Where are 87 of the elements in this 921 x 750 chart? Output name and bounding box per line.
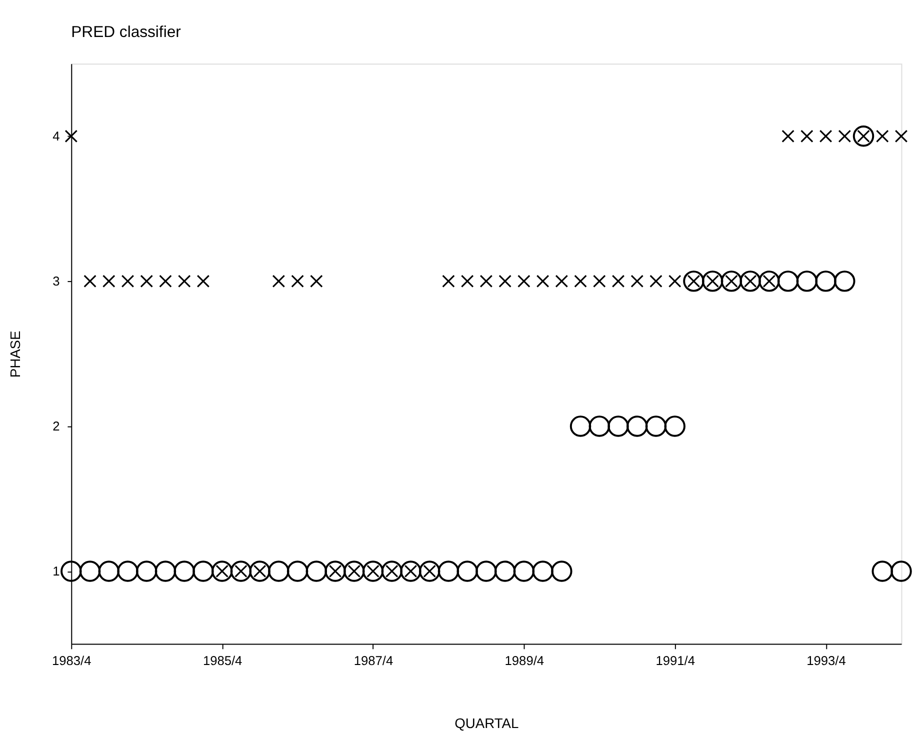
point — [740, 270, 761, 292]
chart-title: PRED classifier — [71, 24, 181, 41]
y-tick-label: 4 — [52, 128, 60, 144]
point — [268, 560, 290, 582]
y-tick-label: 1 — [52, 564, 60, 579]
point — [476, 560, 497, 582]
x-tick-label: 1991/4 — [656, 652, 695, 668]
point — [608, 416, 629, 437]
x-tick-label: 1987/4 — [354, 652, 394, 668]
point — [612, 274, 625, 288]
point — [102, 274, 116, 288]
point — [894, 130, 908, 143]
point — [498, 274, 512, 288]
point — [626, 416, 648, 437]
point — [890, 560, 912, 582]
point — [211, 560, 233, 582]
point — [306, 560, 328, 582]
point — [310, 274, 323, 288]
point — [650, 274, 662, 288]
point — [64, 130, 78, 143]
x-tick-label: 1985/4 — [202, 652, 242, 668]
point — [230, 560, 252, 582]
point — [442, 274, 455, 288]
point — [668, 274, 682, 288]
point — [460, 274, 474, 288]
point — [838, 130, 852, 143]
x-tick-label: 1983/4 — [52, 652, 92, 668]
point — [796, 270, 818, 292]
point — [381, 560, 402, 582]
point — [480, 274, 493, 288]
y-tick-label: 3 — [52, 274, 60, 289]
point — [834, 270, 856, 292]
x-tick-label: 1993/4 — [806, 652, 846, 668]
x-tick-label: 1989/4 — [504, 652, 544, 668]
y-tick-label: 2 — [52, 418, 60, 434]
point — [720, 270, 742, 292]
point — [532, 560, 554, 582]
point — [702, 270, 724, 292]
point — [418, 560, 440, 582]
point — [494, 560, 516, 582]
point — [852, 126, 874, 147]
point — [174, 560, 195, 582]
point — [196, 274, 210, 288]
point — [518, 274, 530, 288]
point — [758, 270, 780, 292]
point — [140, 274, 154, 288]
point — [154, 560, 176, 582]
point — [800, 130, 814, 143]
point — [362, 560, 384, 582]
point — [664, 416, 686, 437]
point — [876, 130, 889, 143]
point — [117, 560, 138, 582]
point — [121, 274, 134, 288]
point — [570, 416, 592, 437]
point — [192, 560, 214, 582]
point — [286, 560, 308, 582]
point — [249, 560, 270, 582]
point — [782, 130, 794, 143]
point — [872, 560, 893, 582]
point — [777, 270, 799, 292]
point — [456, 560, 478, 582]
point — [683, 270, 704, 292]
point — [84, 274, 96, 288]
point — [60, 560, 82, 582]
point — [291, 274, 304, 288]
point — [819, 130, 832, 143]
point — [592, 274, 606, 288]
point — [79, 560, 101, 582]
point — [438, 560, 460, 582]
point — [136, 560, 158, 582]
point — [555, 274, 568, 288]
point — [98, 560, 120, 582]
point — [272, 274, 286, 288]
y-axis-title: PHASE — [7, 330, 24, 378]
point — [551, 560, 572, 582]
point — [159, 274, 172, 288]
point — [645, 416, 667, 437]
x-axis-title: QUARTAL — [454, 715, 520, 732]
point — [178, 274, 191, 288]
point — [630, 274, 644, 288]
point — [574, 274, 587, 288]
point — [400, 560, 422, 582]
point — [536, 274, 550, 288]
point — [513, 560, 535, 582]
point — [324, 560, 346, 582]
point — [815, 270, 836, 292]
point — [588, 416, 610, 437]
